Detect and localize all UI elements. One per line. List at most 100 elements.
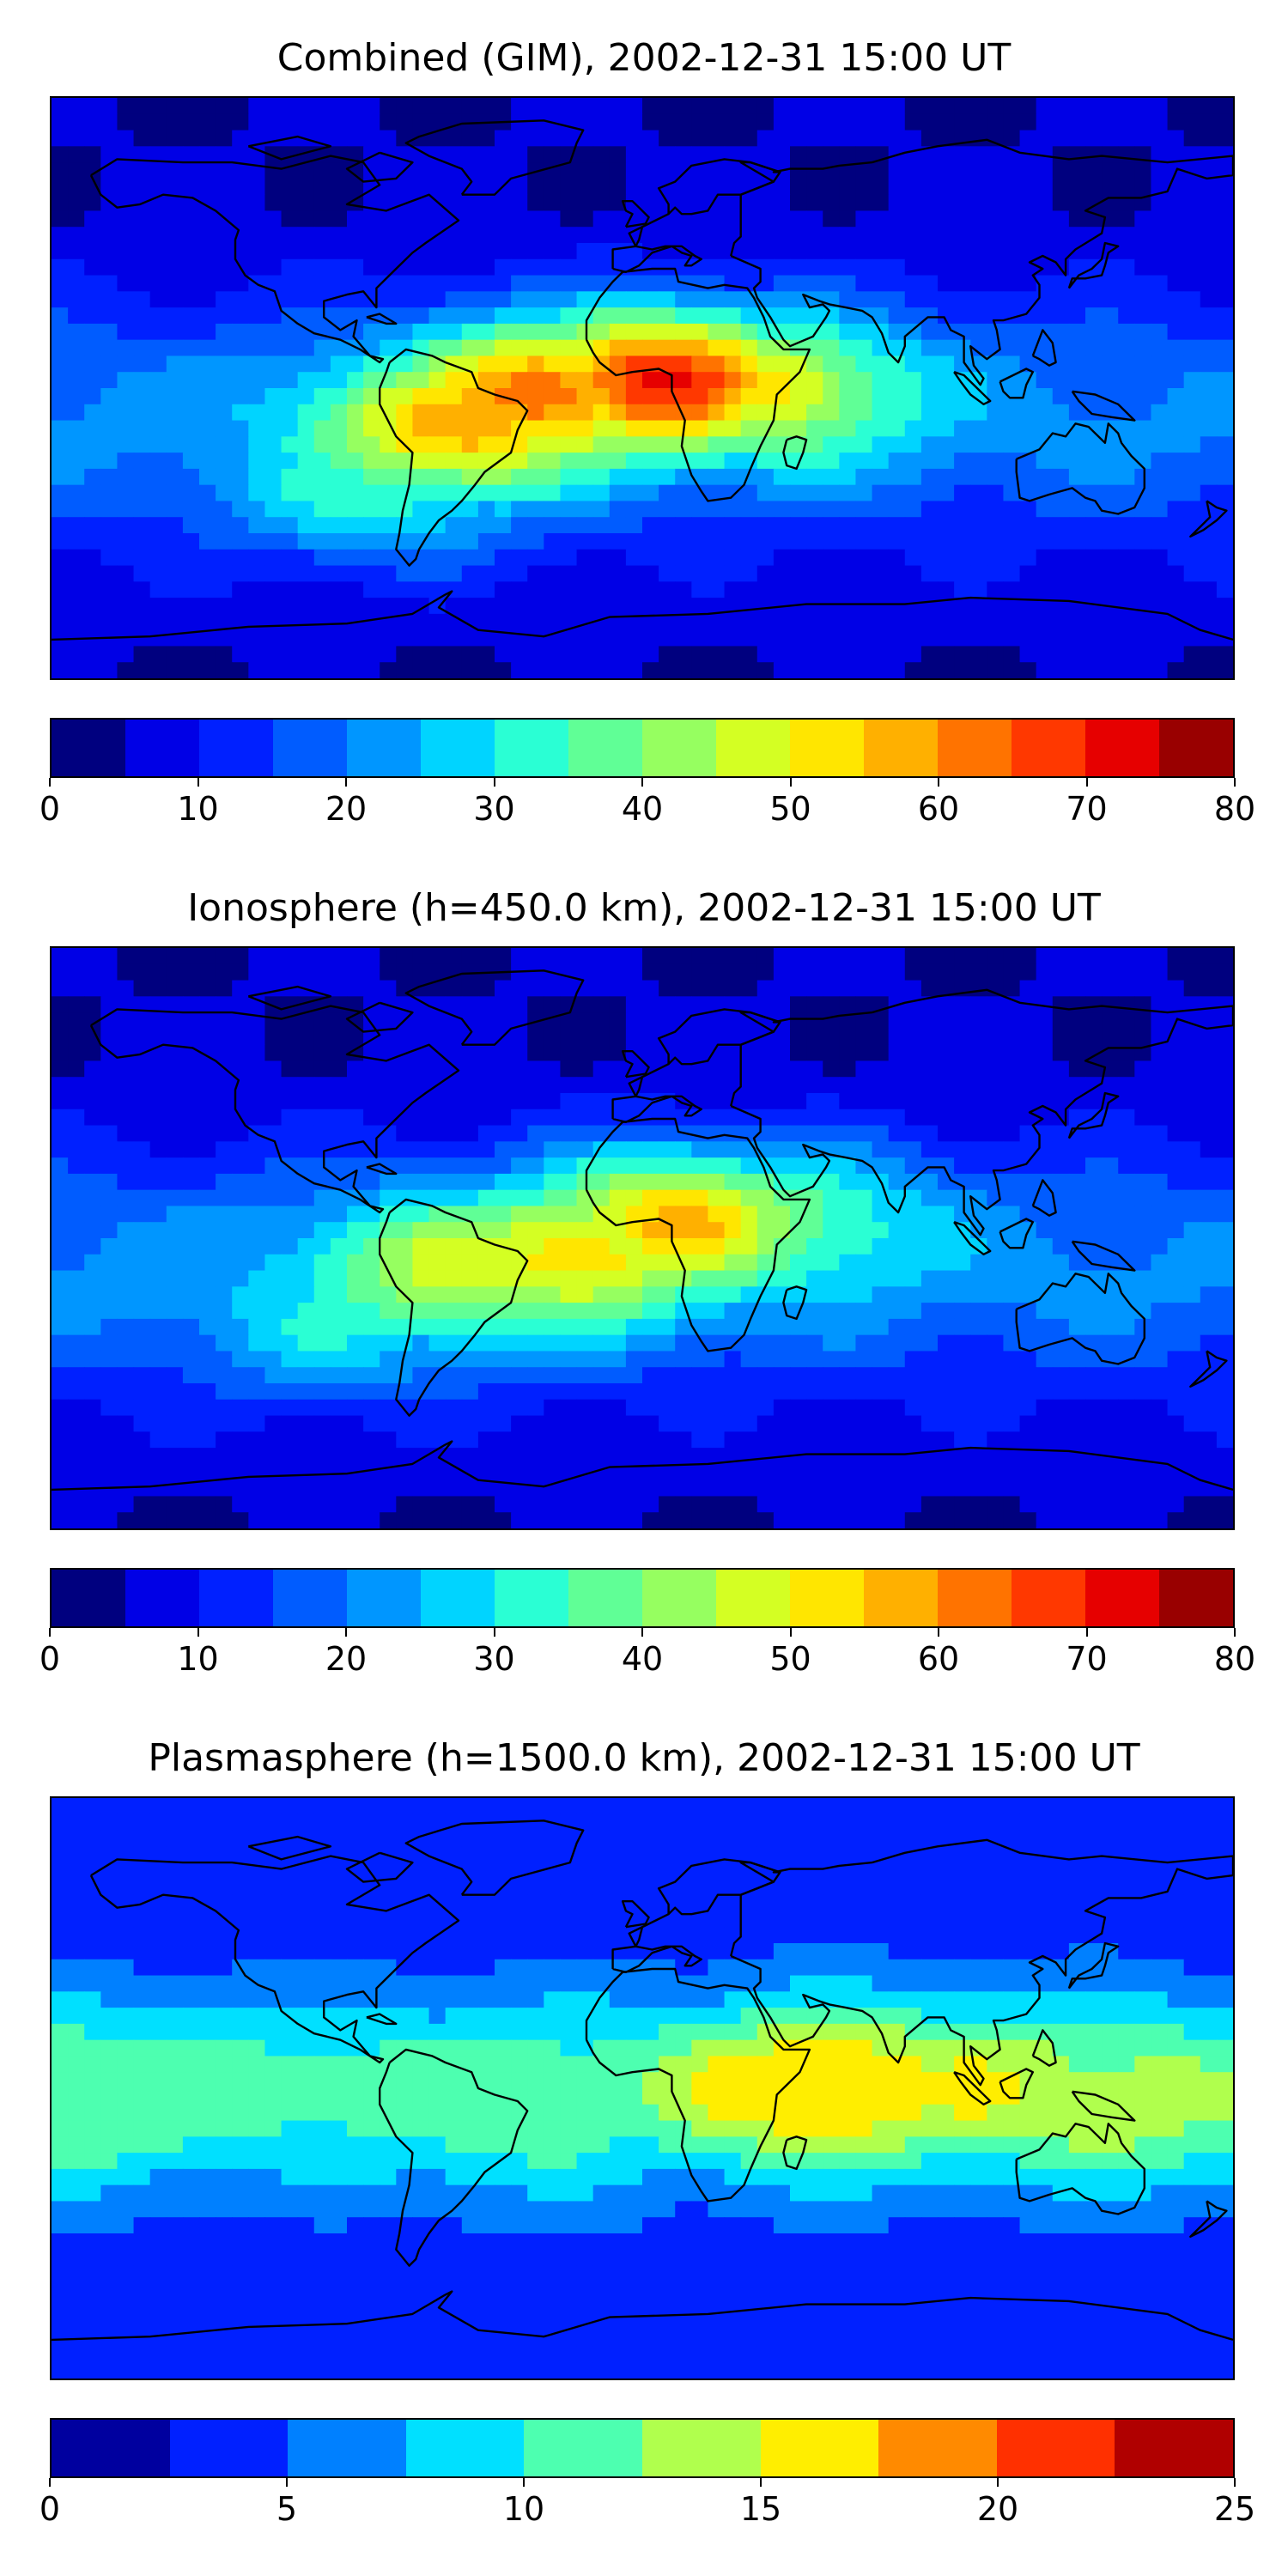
contour-cell: [297, 227, 315, 244]
contour-cell: [609, 1334, 627, 1352]
contour-cell: [347, 996, 364, 1013]
contour-cell: [1019, 1077, 1037, 1094]
contour-cell: [182, 1012, 200, 1030]
contour-cell: [625, 453, 643, 470]
contour-cell: [724, 453, 742, 470]
contour-cell: [182, 1093, 200, 1110]
contour-cell: [313, 517, 331, 534]
contour-cell: [1085, 323, 1103, 341]
contour-cell: [823, 646, 840, 663]
contour-cell: [756, 549, 775, 567]
contour-cell: [1134, 1109, 1152, 1127]
contour-cell: [987, 1093, 1005, 1110]
contour-cell: [477, 565, 495, 582]
contour-cell: [855, 194, 873, 212]
contour-cell: [297, 1125, 315, 1142]
contour-cell: [527, 501, 544, 518]
contour-cell: [839, 1028, 857, 1046]
contour-cell: [52, 549, 69, 567]
contour-cell: [609, 453, 627, 470]
contour-cell: [839, 1254, 857, 1272]
contour-cell: [495, 355, 512, 373]
contour-cell: [166, 291, 184, 308]
contour-cell: [1052, 1093, 1070, 1110]
contour-cell: [380, 646, 397, 663]
contour-cell: [396, 453, 414, 470]
contour-cell: [938, 194, 955, 212]
contour-cell: [347, 1431, 364, 1449]
contour-cell: [987, 646, 1005, 663]
contour-cell: [756, 1431, 775, 1449]
contour-cell: [117, 1028, 135, 1046]
contour-cell: [495, 948, 512, 965]
contour-cell: [527, 436, 544, 453]
contour-cell: [461, 339, 479, 357]
contour-cell: [313, 501, 331, 518]
contour-cell: [149, 1415, 167, 1432]
contour-cell: [560, 1222, 578, 1239]
contour-cell: [1118, 1093, 1135, 1110]
contour-cell: [1216, 1060, 1233, 1078]
contour-cell: [52, 307, 69, 325]
contour-cell: [1102, 307, 1119, 325]
contour-cell: [544, 1044, 562, 1062]
contour-cell: [954, 1367, 971, 1384]
contour-cell: [609, 1351, 627, 1368]
contour-cell: [1134, 484, 1152, 502]
contour-cell: [1167, 146, 1185, 163]
contour-cell: [888, 1270, 906, 1287]
contour-cell: [461, 1399, 479, 1417]
contour-cell: [461, 1125, 479, 1142]
contour-cell: [954, 436, 971, 453]
contour-cell: [1183, 1206, 1201, 1223]
contour-cell: [560, 549, 578, 567]
contour-cell: [216, 194, 233, 212]
contour-cell: [1118, 980, 1135, 997]
contour-cell: [347, 178, 364, 196]
contour-cell: [297, 1303, 315, 1320]
contour-cell: [264, 1399, 283, 1417]
contour-cell: [1052, 1270, 1070, 1287]
contour-cell: [1068, 980, 1086, 997]
contour-cell: [839, 598, 857, 615]
contour-cell: [1216, 1222, 1233, 1239]
contour-cell: [1216, 581, 1233, 598]
contour-cell: [330, 388, 348, 405]
contour-cell: [724, 1286, 742, 1303]
contour-cell: [363, 1431, 380, 1449]
contour-cell: [527, 291, 544, 308]
contour-cell: [297, 1431, 315, 1449]
contour-cell: [904, 130, 922, 147]
contour-cell: [330, 1367, 348, 1384]
contour-cell: [182, 258, 200, 276]
contour-cell: [477, 1189, 495, 1207]
contour-cell: [773, 963, 791, 981]
contour-cell: [888, 258, 906, 276]
contour-cell: [625, 210, 643, 228]
contour-cell: [1052, 1028, 1070, 1046]
contour-cell: [954, 1060, 971, 1078]
contour-cell: [68, 549, 85, 567]
contour-cell: [1167, 1206, 1185, 1223]
contour-cell: [347, 1060, 364, 1078]
contour-cell: [790, 484, 807, 502]
contour-cell: [987, 1399, 1005, 1417]
contour-cell: [1102, 130, 1119, 147]
contour-cell: [182, 1173, 200, 1191]
contour-cell: [560, 1431, 578, 1449]
contour-cell: [84, 162, 101, 179]
contour-cell: [1200, 355, 1218, 373]
contour-cell: [1118, 598, 1135, 615]
contour-cell: [248, 517, 266, 534]
contour-cell: [84, 484, 101, 502]
contour-cell: [84, 1044, 101, 1062]
contour-cell: [1003, 565, 1021, 582]
contour-cell: [938, 549, 955, 567]
contour-cell: [1052, 581, 1070, 598]
contour-cell: [117, 1318, 135, 1336]
contour-cell: [888, 1044, 906, 1062]
contour-cell: [117, 1286, 135, 1303]
contour-cell: [264, 420, 283, 437]
contour-cell: [938, 355, 955, 373]
contour-cell: [1036, 948, 1054, 965]
